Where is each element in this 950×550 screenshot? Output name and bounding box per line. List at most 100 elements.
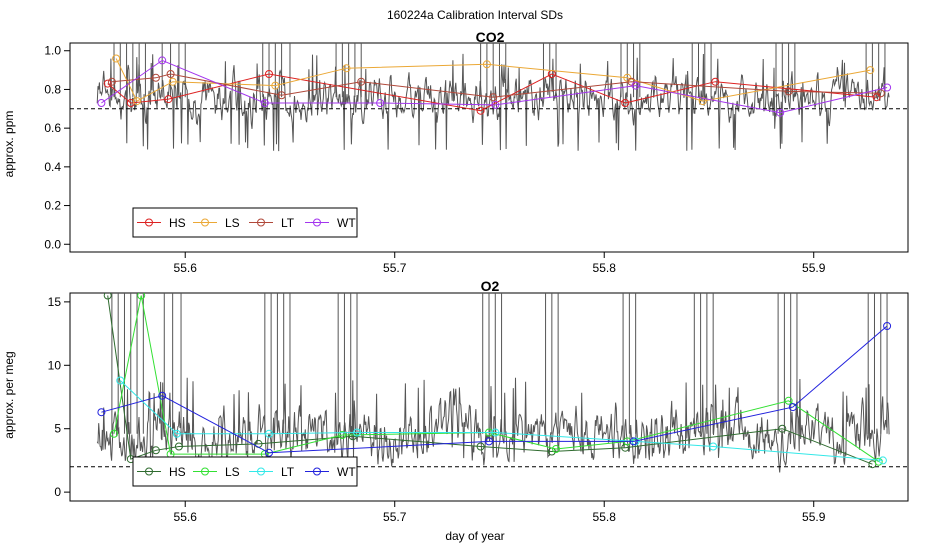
o2-ylabel: approx. per meg: [2, 351, 16, 438]
co2-series-hs-line: [107, 73, 877, 112]
co2-series-ls-point: [482, 60, 491, 69]
co2-series-lt-point: [107, 77, 116, 86]
co2-ytick-label: 0.0: [44, 237, 61, 251]
co2-y-axis: 0.0 0.2 0.4 0.6 0.8 1.0: [44, 44, 70, 251]
o2-series-ls-point: [552, 445, 560, 453]
o2-x-axis: 55.6 55.7 55.8 55.9: [174, 501, 826, 524]
co2-series-wt-point: [491, 100, 500, 109]
o2-series-lt-point: [172, 429, 181, 438]
co2-legend-marker-ls: [201, 218, 209, 227]
co2-data-layer: [70, 43, 908, 152]
co2-series-wt-point: [631, 81, 640, 90]
o2-clipped-marks: [70, 293, 908, 473]
o2-series-wt-point: [485, 437, 493, 446]
co2-series-ls-point: [112, 54, 121, 63]
o2-series-lt-line: [119, 380, 883, 461]
o2-legend-label-lt: LT: [281, 465, 295, 479]
o2-legend-marker-wt: [313, 467, 321, 476]
o2-series-hs-point: [151, 446, 160, 455]
o2-legend-label-hs: HS: [169, 465, 186, 479]
o2-xtick-label: 55.6: [174, 510, 198, 524]
co2-ytick-label: 0.6: [44, 121, 61, 135]
co2-ylabel: approx. ppm: [2, 111, 16, 178]
co2-legend-label-hs: HS: [169, 216, 186, 230]
co2-legend-marker-wt: [313, 218, 321, 227]
co2-legend-label-wt: WT: [337, 216, 356, 230]
co2-legend-label-lt: LT: [281, 216, 295, 230]
o2-series-hs-point: [778, 424, 787, 433]
co2-title: CO2: [476, 29, 505, 45]
o2-series-wt-line: [101, 325, 888, 454]
co2-xtick-label: 55.7: [383, 261, 407, 275]
co2-series-lt-point: [277, 91, 286, 100]
o2-data-layer: [70, 293, 908, 473]
co2-ytick-label: 0.4: [44, 160, 61, 174]
co2-series-hs-point: [164, 95, 173, 104]
co2-series-ls-point: [698, 97, 707, 106]
o2-legend-marker-ls: [201, 467, 209, 476]
o2-series-lt-point: [353, 428, 361, 437]
o2-legend-marker-lt: [257, 467, 265, 476]
co2-xtick-label: 55.8: [593, 261, 617, 275]
o2-series-wt-point: [883, 322, 892, 330]
o2-series-wt-point: [788, 403, 797, 412]
co2-x-axis: 55.6 55.7 55.8 55.9: [174, 252, 826, 275]
o2-xlabel: day of year: [445, 529, 504, 543]
co2-series-hs-point: [711, 77, 720, 86]
o2-panel: O2 approx. per meg day of year 0 5 10 15 55…: [2, 278, 909, 543]
o2-xtick-label: 55.9: [802, 510, 826, 524]
co2-series-wt-point: [883, 83, 892, 92]
co2-series-lt-point: [876, 89, 885, 98]
o2-series-ls-point: [137, 293, 146, 300]
o2-series-ls-point: [338, 431, 347, 439]
co2-legend: HS LS LT WT: [132, 207, 358, 238]
co2-legend-label-ls: LS: [225, 216, 240, 230]
o2-series-lt-point: [116, 376, 125, 385]
o2-series-hs-point: [103, 293, 112, 300]
o2-xtick-label: 55.7: [383, 510, 407, 524]
o2-series-wt-point: [265, 448, 273, 457]
co2-panel: CO2 approx. ppm 0.00.20.40.60.81.0 55.6 5…: [2, 29, 909, 275]
co2-series-ls-point: [168, 77, 177, 86]
co2-clipped-marks: [70, 43, 908, 152]
co2-series-hs-point: [476, 106, 485, 115]
o2-series-ls-point: [784, 396, 793, 405]
co2-series-lt-point: [151, 73, 160, 82]
co2-series-ls-point: [342, 64, 351, 73]
o2-legend-marker-hs: [145, 467, 153, 476]
o2-title: O2: [481, 278, 500, 294]
co2-series-ls-point: [866, 66, 875, 75]
o2-series-lt-point: [709, 442, 718, 451]
co2-ytick-label: 0.8: [44, 82, 61, 96]
o2-noise-trace: [96, 377, 890, 473]
co2-series-ls-point: [271, 81, 280, 90]
o2-ytick-label: 15: [48, 295, 62, 309]
co2-ytick-label: 1.0: [44, 44, 61, 58]
o2-legend-label-ls: LS: [225, 465, 240, 479]
co2-legend-marker-hs: [145, 218, 153, 227]
co2-legend-box: [132, 207, 358, 238]
o2-series-wt-point: [629, 437, 638, 446]
co2-legend-marker-lt: [257, 218, 265, 227]
co2-xtick-label: 55.9: [802, 261, 826, 275]
co2-series-lt-point: [489, 93, 498, 102]
o2-series-hs-line: [107, 295, 873, 465]
co2-series-wt-point: [260, 99, 269, 107]
o2-xtick-label: 55.8: [593, 510, 617, 524]
co2-series-hs-point: [103, 79, 112, 88]
co2-series-hs-point: [265, 70, 273, 78]
o2-series-hs-point: [174, 442, 183, 451]
o2-ytick-label: 10: [48, 358, 62, 372]
o2-series-ls-point: [874, 457, 883, 466]
co2-ytick-label: 0.2: [44, 199, 61, 213]
co2-series-wt-point: [376, 99, 385, 107]
o2-series-hs-point: [476, 442, 485, 451]
o2-legend: HS LS LT WT: [132, 456, 358, 487]
o2-series-lt-point: [491, 428, 500, 437]
co2-series-wt-point: [776, 108, 785, 117]
o2-y-axis: 0 5 10 15: [48, 295, 70, 499]
co2-xtick-label: 55.6: [174, 261, 198, 275]
o2-series-wt-point: [158, 391, 167, 400]
co2-series-lt-point: [784, 87, 793, 96]
